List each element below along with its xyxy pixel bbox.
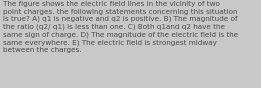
Text: The figure shows the electric field lines in the vicinity of two
point charges. : The figure shows the electric field line… (3, 1, 238, 53)
